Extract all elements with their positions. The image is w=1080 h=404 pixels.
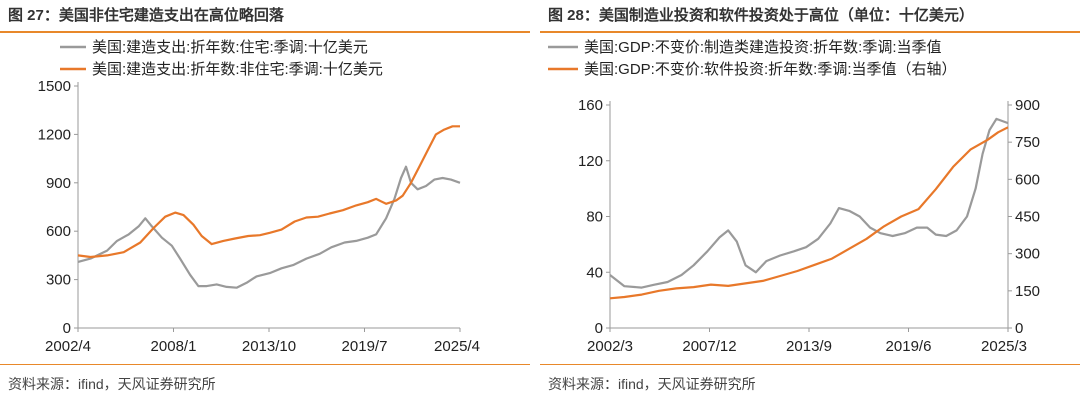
y-tick-label: 600 — [46, 223, 71, 240]
y-tick-label: 1500 — [38, 78, 71, 95]
y-tick-label: 0 — [595, 320, 603, 337]
y-right-tick-label: 0 — [1015, 320, 1023, 337]
legend-label: 美国:GDP:不变价:软件投资:折年数:季调:当季值（右轴） — [584, 61, 957, 78]
y-tick-label: 160 — [578, 97, 603, 114]
legend-label: 美国:GDP:不变价:制造类建造投资:折年数:季调:当季值 — [584, 39, 942, 56]
y-tick-label: 0 — [63, 320, 71, 337]
y-tick-label: 300 — [46, 272, 71, 289]
x-tick-label: 2019/7 — [342, 338, 388, 355]
x-tick-label: 2007/12 — [682, 338, 736, 355]
line-chart-manufacturing-software: 0 40 80 120 160 0 150 300 450 600 750 900 2002/3 2007… — [548, 39, 1040, 355]
source-rule — [0, 364, 530, 365]
y-right-tick-label: 600 — [1015, 171, 1040, 188]
title-rule — [540, 31, 1080, 33]
y-right-tick-label: 450 — [1015, 209, 1040, 226]
figure-title: 图 28：美国制造业投资和软件投资处于高位（单位：十亿美元） — [548, 7, 974, 24]
y-right-tick-label: 900 — [1015, 97, 1040, 114]
y-tick-label: 120 — [578, 153, 603, 170]
y-right-tick-label: 150 — [1015, 283, 1040, 300]
series-line-orange — [77, 125, 460, 259]
series-line-gray — [609, 117, 1009, 289]
y-right-tick-label: 300 — [1015, 246, 1040, 263]
source-rule — [540, 364, 1080, 365]
source-note: 资料来源：ifind，天风证券研究所 — [8, 376, 216, 392]
x-tick-label: 2013/10 — [242, 338, 296, 355]
series-line-orange — [609, 126, 1009, 300]
legend-label: 美国:建造支出:折年数:住宅:季调:十亿美元 — [92, 39, 368, 56]
x-tick-label: 2019/6 — [886, 338, 932, 355]
chart-panel-right: 图 28：美国制造业投资和软件投资处于高位（单位：十亿美元） 0 40 80 120 1… — [540, 0, 1080, 404]
y-tick-label: 80 — [586, 209, 603, 226]
x-tick-label: 2025/3 — [981, 338, 1027, 355]
line-chart-nonresidential: 0 300 600 900 1200 1500 2002/4 2008/1 2013/10 201… — [38, 39, 480, 355]
title-rule — [0, 31, 530, 33]
y-tick-label: 40 — [586, 264, 603, 281]
x-tick-label: 2013/9 — [786, 338, 832, 355]
legend-label: 美国:建造支出:折年数:非住宅:季调:十亿美元 — [92, 61, 383, 78]
y-right-tick-label: 750 — [1015, 134, 1040, 151]
y-tick-label: 1200 — [38, 126, 71, 143]
y-tick-label: 900 — [46, 175, 71, 192]
x-tick-label: 2002/4 — [45, 338, 91, 355]
chart-panel-left: 图 27：美国非住宅建造支出在高位略回落 0 300 600 900 1200 1500 2… — [0, 0, 530, 404]
x-tick-label: 2025/4 — [434, 338, 480, 355]
series-line-gray — [77, 165, 461, 289]
figure-title: 图 27：美国非住宅建造支出在高位略回落 — [8, 7, 284, 24]
x-tick-label: 2008/1 — [151, 338, 197, 355]
source-note: 资料来源：ifind，天风证券研究所 — [548, 376, 756, 392]
x-tick-label: 2002/3 — [587, 338, 633, 355]
